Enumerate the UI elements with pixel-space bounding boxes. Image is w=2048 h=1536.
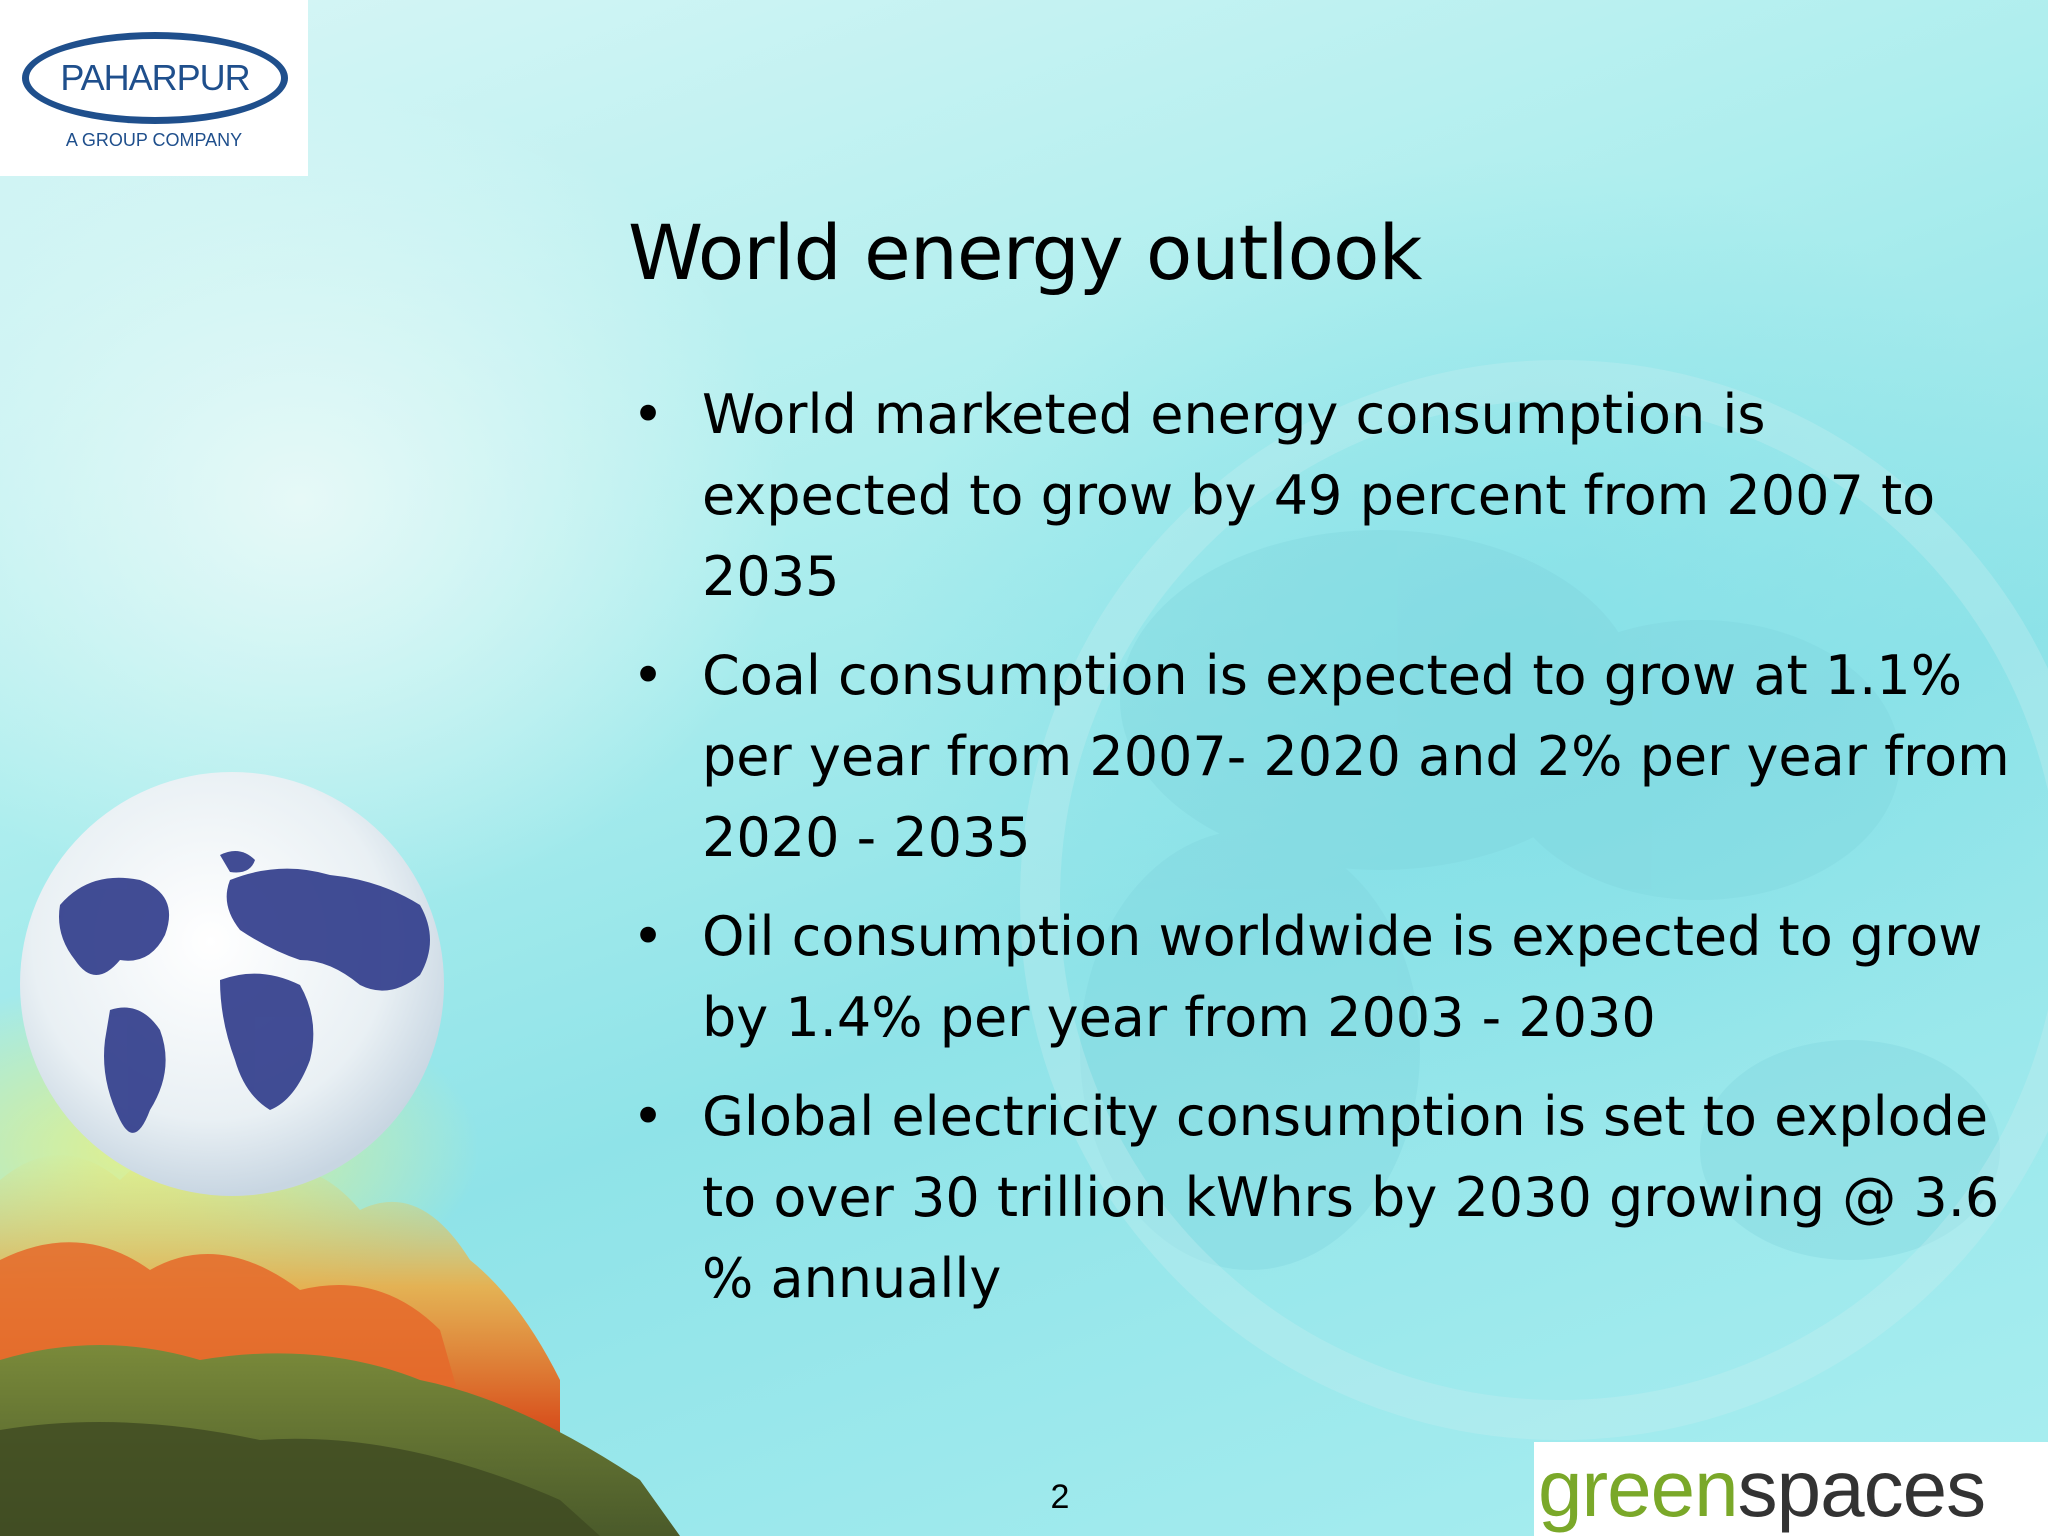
bullet-text: World marketed energy consumption is exp… [702,383,1936,608]
bullet-item: • Coal consumption is expected to grow a… [628,635,2028,878]
globe-image [20,772,444,1196]
bullet-list: • World marketed energy consumption is e… [628,374,2028,1337]
page-number: 2 [1050,1478,1070,1516]
bullet-text: Global electricity consumption is set to… [702,1085,2000,1310]
logo-oval: PAHARPUR [22,32,288,124]
bullet-item: • World marketed energy consumption is e… [628,374,2028,617]
bullet-item: • Oil consumption worldwide is expected … [628,896,2028,1058]
logo-name: PAHARPUR [60,57,250,98]
brand-logo: green spaces [1534,1442,2048,1536]
bullet-dot: • [632,1085,664,1148]
bullet-dot: • [632,905,664,968]
brand-part-green: green [1538,1444,1739,1533]
slide-title: World energy outlook [628,208,1423,297]
bullet-item: • Global electricity consumption is set … [628,1076,2028,1319]
bullet-dot: • [632,383,664,446]
company-logo: PAHARPUR A GROUP COMPANY [0,0,308,176]
faint-map-shapes [1080,530,2000,1270]
brand-part-spaces: spaces [1737,1444,1986,1533]
bullet-dot: • [632,644,664,707]
logo-tagline: A GROUP COMPANY [65,130,243,150]
bullet-text: Oil consumption worldwide is expected to… [702,905,1983,1049]
bullet-text: Coal consumption is expected to grow at … [702,644,2010,869]
